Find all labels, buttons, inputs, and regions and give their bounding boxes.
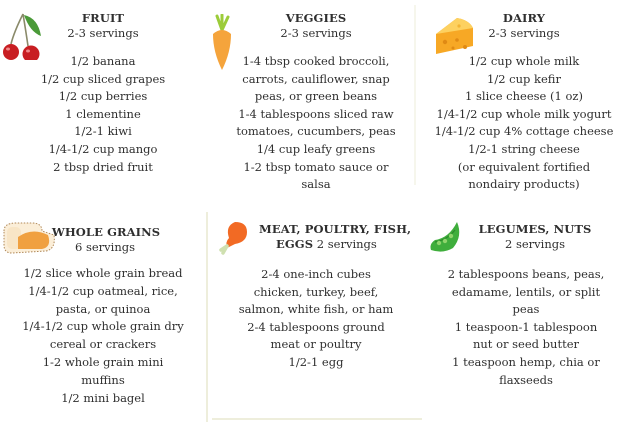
servings-label: 2-3 servings — [67, 26, 139, 40]
list-item: 1/2 cup berries — [58, 89, 148, 104]
list-item: 1 teaspoon hemp, chia or — [452, 354, 600, 369]
list-item: meat or poultry — [270, 337, 362, 352]
list-item: 1 clementine — [65, 106, 141, 121]
section-title: MEAT, POULTRY, FISH, — [259, 222, 412, 236]
servings-label: 2 servings — [316, 237, 377, 251]
section-whole-grains: WHOLE GRAINS 6 servings 1/2 slice whole … — [0, 225, 206, 407]
list-item: 1 slice cheese (1 oz) — [465, 89, 583, 104]
list-item: 2 tbsp dried fruit — [53, 159, 153, 174]
section-dairy: DAIRY 2-3 servings 1/2 cup whole milk 1/… — [416, 11, 632, 194]
divider-horizontal — [212, 418, 422, 420]
list-item: 2-4 tablespoons ground — [247, 319, 385, 334]
item-list: 2 tablespoons beans, peas, edamame, lent… — [420, 266, 632, 389]
list-item: 1/4-1/2 cup oatmeal, rice, — [28, 283, 178, 298]
section-fruit: FRUIT 2-3 servings 1/2 banana 1/2 cup sl… — [0, 11, 206, 176]
section-title: LEGUMES, NUTS — [478, 222, 592, 236]
section-title-continued: EGGS — [276, 237, 314, 251]
section-meat-poultry-fish-eggs: MEAT, POULTRY, FISH, EGGS 2 servings — [252, 222, 422, 252]
servings-label: 2-3 servings — [488, 26, 560, 40]
list-item: 1/4-1/2 cup whole milk yogurt — [436, 106, 612, 121]
section-meat-items: 2-4 one-inch cubes chicken, turkey, beef… — [218, 256, 414, 372]
item-list: 1/2 banana 1/2 cup sliced grapes 1/2 cup… — [0, 53, 206, 176]
section-subtitle: EGGS 2 servings — [252, 236, 422, 252]
list-item: edamame, lentils, or split — [451, 284, 601, 299]
divider-vertical — [206, 212, 208, 422]
list-item: 1-2 tbsp tomato sauce or — [243, 159, 389, 174]
section-title: FRUIT — [81, 11, 125, 25]
list-item: 1/4-1/2 cup whole grain dry — [22, 319, 184, 334]
list-item: 1/4-1/2 cup mango — [48, 141, 158, 156]
list-item: 1/2 cup sliced grapes — [40, 71, 166, 86]
list-item: carrots, cauliflower, snap — [242, 71, 390, 86]
list-item: salmon, white fish, or ham — [238, 302, 394, 317]
list-item: 1/2 cup whole milk — [468, 54, 580, 68]
list-item: 1/2 mini bagel — [61, 390, 145, 405]
servings-label: 2 servings — [504, 237, 566, 251]
drumstick-icon — [215, 220, 249, 260]
cherries-icon — [0, 12, 46, 64]
carrot-icon — [209, 13, 235, 76]
peapod-icon — [427, 220, 465, 260]
section-legumes-items: 2 tablespoons beans, peas, edamame, lent… — [420, 256, 632, 389]
section-title: VEGGIES — [285, 11, 347, 25]
section-title: WHOLE GRAINS — [51, 225, 161, 239]
list-item: 1/4-1/2 cup 4% cottage cheese — [434, 124, 614, 139]
list-item: tomatoes, cucumbers, peas — [236, 124, 396, 139]
list-item: nondairy products) — [468, 177, 580, 192]
list-item: 1 teaspoon-1 tablespoon — [454, 319, 598, 334]
item-list: 2-4 one-inch cubes chicken, turkey, beef… — [218, 266, 414, 372]
item-list: 1-4 tbsp cooked broccoli, carrots, cauli… — [218, 53, 414, 194]
bread-icon — [2, 221, 56, 259]
section-legumes-nuts: LEGUMES, NUTS 2 servings — [438, 222, 632, 252]
list-item: 1/2-1 egg — [288, 354, 344, 369]
divider-vertical — [414, 5, 416, 185]
list-item: chicken, turkey, beef, — [253, 284, 379, 299]
list-item: cereal or crackers — [49, 337, 157, 352]
list-item: muffins — [81, 372, 125, 387]
servings-label: 2-3 servings — [280, 26, 352, 40]
section-title: DAIRY — [502, 11, 546, 25]
list-item: 1-4 tbsp cooked broccoli, — [242, 54, 390, 68]
list-item: 1-2 whole grain mini — [42, 354, 164, 369]
list-item: 1-4 tablespoons sliced raw — [238, 106, 394, 121]
section-veggies: VEGGIES 2-3 servings 1-4 tbsp cooked bro… — [218, 11, 414, 194]
item-list: 1/2 cup whole milk 1/2 cup kefir 1 slice… — [416, 53, 632, 194]
list-item: 1/2 banana — [70, 54, 136, 68]
list-item: peas, or green beans — [254, 89, 378, 104]
list-item: 1/2 slice whole grain bread — [23, 266, 183, 280]
list-item: 1/2 cup kefir — [487, 71, 561, 86]
list-item: 2-4 one-inch cubes — [261, 267, 371, 281]
cheese-icon — [433, 14, 475, 60]
list-item: nut or seed butter — [472, 337, 579, 352]
list-item: peas — [512, 302, 540, 317]
list-item: 2 tablespoons beans, peas, — [447, 267, 605, 281]
list-item: 1/2-1 kiwi — [74, 124, 132, 139]
list-item: (or equivalent fortified — [457, 159, 591, 174]
list-item: pasta, or quinoa — [55, 301, 151, 316]
list-item: salsa — [301, 177, 331, 192]
item-list: 1/2 slice whole grain bread 1/4-1/2 cup … — [0, 265, 206, 407]
servings-label: 6 servings — [74, 240, 136, 254]
list-item: flaxseeds — [499, 372, 553, 387]
list-item: 1/2-1 string cheese — [468, 141, 580, 156]
list-item: 1/4 cup leafy greens — [256, 141, 376, 156]
